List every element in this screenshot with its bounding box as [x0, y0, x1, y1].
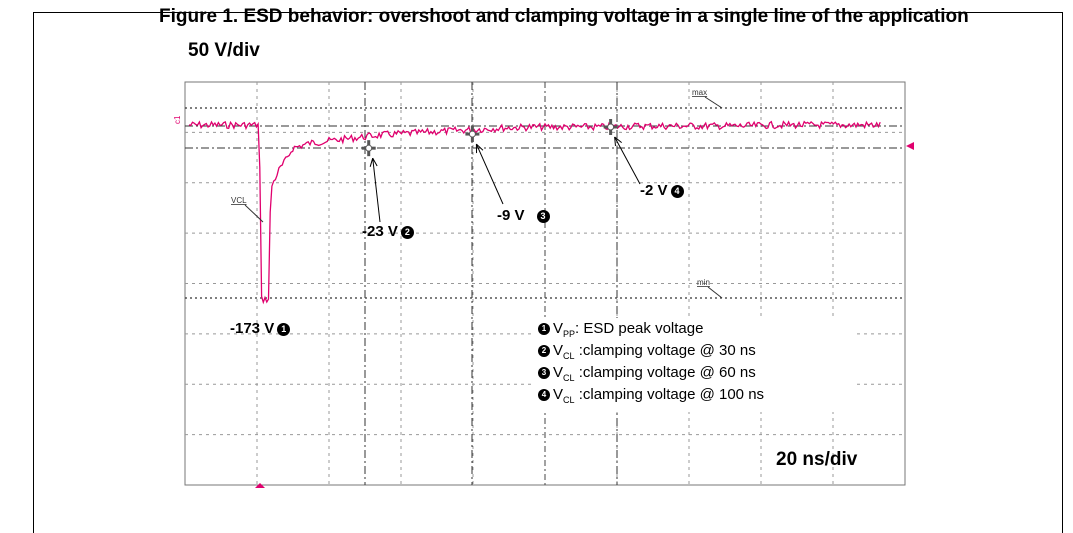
marker-symbol-3 [465, 126, 480, 143]
legend-badge-4: 4 [538, 389, 550, 402]
legend-sub-2: CL [563, 351, 575, 361]
trace-vcl-label: VCL [231, 196, 247, 205]
cursor-min-tick [707, 286, 723, 299]
trigger-level-arrow [906, 142, 914, 150]
cursor-max-label: max [692, 88, 707, 97]
legend-badge-3: 3 [538, 367, 550, 380]
marker-3-badge: 3 [536, 209, 550, 223]
marker-1-badge: 1 [277, 322, 291, 336]
legend-sub-3: CL [563, 373, 575, 383]
legend-text-4: :clamping voltage @ 100 ns [574, 386, 765, 403]
legend-sub-1: PP [563, 329, 576, 339]
vcl-trace [188, 120, 881, 305]
leader-line-3 [475, 143, 504, 205]
marker-group [361, 119, 641, 223]
x-scale-label: 20 ns/div [776, 449, 858, 470]
channel-label: c1 [173, 115, 182, 124]
legend-symbol-4: V [553, 386, 564, 403]
legend-entry-3: 3 VCL :clamping voltage @ 60 ns [538, 364, 756, 383]
legend-badge-2: 2 [538, 345, 550, 358]
legend-entry-1: 1 VPP: ESD peak voltage [538, 320, 703, 339]
marker-2-value: -23 V [362, 223, 398, 240]
leader-line-4 [614, 136, 641, 185]
legend-entry-2: 2 VCL :clamping voltage @ 30 ns [538, 342, 756, 361]
legend-symbol-2: V [553, 342, 564, 359]
trace-vcl-tick [244, 204, 264, 223]
leader-line-2 [372, 158, 381, 223]
scope-grid [184, 81, 906, 486]
marker-symbol-4 [603, 119, 618, 136]
marker-3-value: -9 V [497, 207, 525, 224]
legend-symbol-1: V [553, 320, 564, 337]
leader-arrowhead-2 [369, 157, 378, 167]
leader-arrowhead-4 [614, 136, 622, 147]
legend-symbol-3: V [553, 364, 564, 381]
y-scale-label: 50 V/div [188, 40, 260, 61]
cursor-max-tick [704, 96, 723, 109]
legend-entry-4: 4 VCL :clamping voltage @ 100 ns [538, 386, 764, 405]
leader-arrowhead-3 [475, 143, 484, 154]
legend-text-3: :clamping voltage @ 60 ns [574, 364, 756, 381]
marker-4-badge: 4 [670, 184, 684, 198]
marker-2-dot [365, 144, 373, 152]
trigger-position-arrow [255, 483, 265, 488]
marker-3-dot [468, 130, 476, 138]
legend-text-1: : ESD peak voltage [575, 320, 704, 337]
figure-heading: Figure 1. ESD behavior: overshoot and cl… [159, 6, 969, 27]
trace-group [188, 120, 914, 488]
marker-1-value: -173 V [230, 320, 275, 337]
chart-legend: 1 VPP: ESD peak voltage 2 VCL :clamping vo… [532, 318, 854, 412]
legend-sub-4: CL [563, 395, 575, 405]
marker-4-dot [607, 123, 615, 131]
cursor-min-label: min [697, 278, 710, 287]
legend-badge-1: 1 [538, 323, 550, 336]
figure-frame: Figure 1. ESD behavior: overshoot and cl… [33, 6, 1063, 533]
marker-2-badge: 2 [400, 225, 414, 239]
cursor-label-group: max min VCL c1 [173, 88, 723, 299]
marker-label-3: -9 V 3 [497, 207, 550, 224]
marker-4-value: -2 V [640, 182, 668, 199]
marker-symbol-2 [361, 140, 376, 157]
legend-text-2: :clamping voltage @ 30 ns [574, 342, 756, 359]
